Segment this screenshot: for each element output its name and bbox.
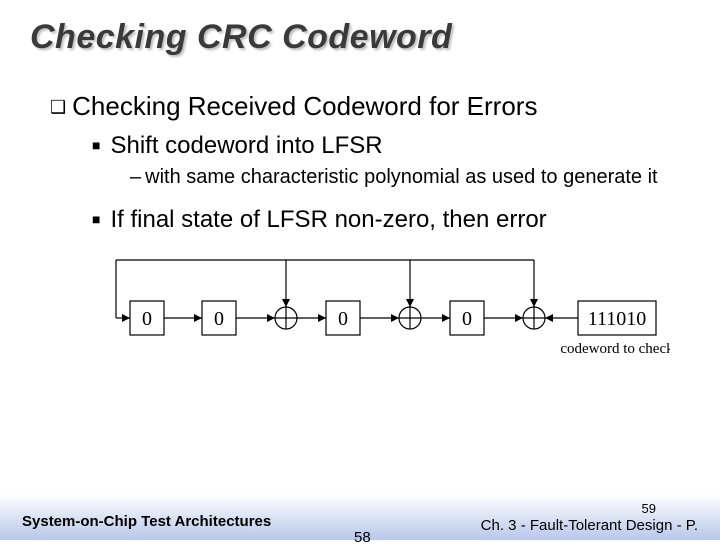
lfsr-svg: 0 0 0 0 111010 codeword to check bbox=[110, 248, 670, 368]
filled-square-icon: ■ bbox=[92, 137, 100, 153]
svg-text:0: 0 bbox=[338, 308, 348, 330]
bullet-text: Checking Received Codeword for Errors bbox=[72, 91, 537, 121]
svg-text:0: 0 bbox=[462, 308, 472, 330]
filled-square-icon: ■ bbox=[92, 211, 100, 227]
lfsr-diagram: 0 0 0 0 111010 codeword to check bbox=[110, 248, 690, 373]
bullet-text: Shift codeword into LFSR bbox=[110, 132, 382, 159]
bullet-level-2: ■ Shift codeword into LFSR bbox=[92, 132, 690, 160]
bullet-text: If final state of LFSR non-zero, then er… bbox=[110, 206, 546, 233]
slide: Checking CRC Codeword ❑ Checking Received… bbox=[0, 0, 720, 540]
dash-icon: – bbox=[130, 166, 141, 188]
footer-left-text: System-on-Chip Test Architectures bbox=[22, 513, 271, 530]
footer-cut-number: 58 bbox=[354, 529, 371, 546]
bullet-level-2: ■ If final state of LFSR non-zero, then e… bbox=[92, 206, 690, 234]
hollow-square-icon: ❑ bbox=[50, 97, 66, 117]
svg-text:0: 0 bbox=[142, 308, 152, 330]
svg-text:0: 0 bbox=[214, 308, 224, 330]
bullet-text: with same characteristic polynomial as u… bbox=[145, 166, 657, 188]
page-number: 59 bbox=[642, 501, 656, 516]
svg-text:111010: 111010 bbox=[588, 308, 647, 330]
svg-text:codeword to check: codeword to check bbox=[560, 341, 670, 357]
bullet-level-3: –with same characteristic polynomial as … bbox=[130, 166, 690, 190]
footer-bar: System-on-Chip Test Architectures 59 Ch.… bbox=[0, 494, 720, 540]
footer-right-text: Ch. 3 - Fault-Tolerant Design - P. bbox=[481, 517, 698, 534]
slide-title: Checking CRC Codeword bbox=[30, 18, 690, 57]
bullet-level-1: ❑ Checking Received Codeword for Errors bbox=[50, 91, 690, 122]
